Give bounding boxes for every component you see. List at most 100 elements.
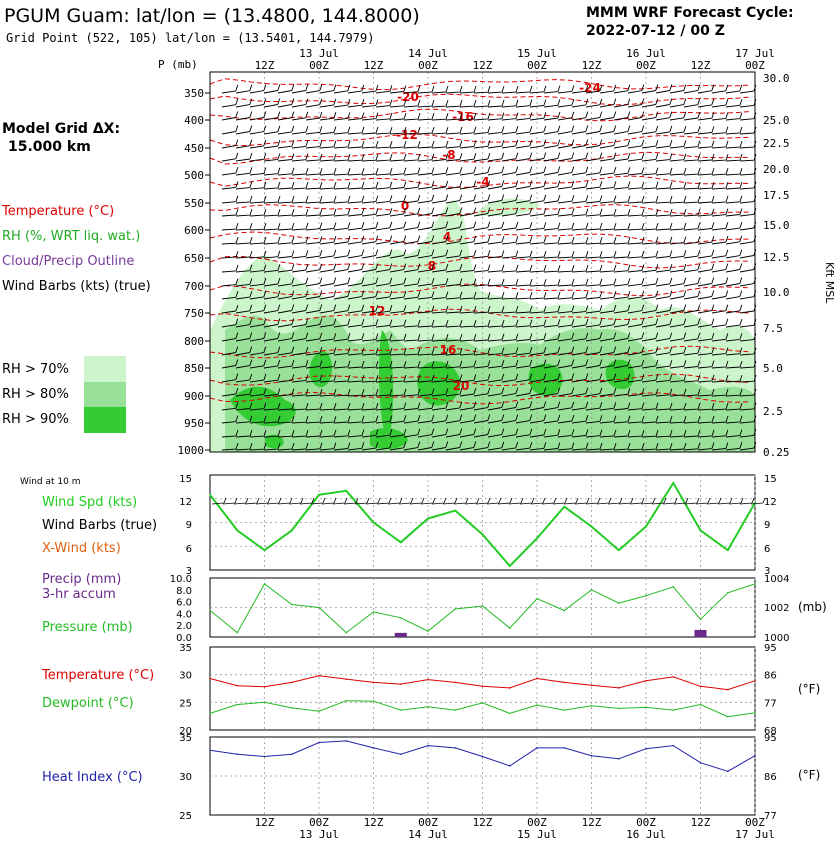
- wind-barb: [655, 359, 673, 369]
- wind-barb: [529, 373, 547, 383]
- wind-barb: [501, 414, 519, 424]
- wind-barb: [487, 112, 505, 121]
- pressure-line-point: [536, 597, 538, 600]
- wind-barb: [641, 332, 659, 342]
- wind-barb: [221, 415, 239, 424]
- wind-barb: [515, 250, 533, 259]
- wind-barb: [655, 167, 673, 176]
- wind-barb: [725, 263, 743, 273]
- wind-barb: [571, 236, 589, 245]
- wind-barb: [333, 235, 351, 245]
- wind-barb: [249, 223, 267, 231]
- wind-barb: [305, 98, 323, 108]
- wind-barb: [389, 319, 407, 328]
- wind-barb: [683, 222, 701, 231]
- wind-barb: [249, 290, 267, 300]
- wind-barb: [655, 332, 673, 342]
- wind-barb: [473, 140, 491, 149]
- wind-barb: [515, 347, 533, 356]
- right-tick-label: 1002: [764, 603, 789, 614]
- wind-barb: [403, 348, 421, 356]
- wind-barb: [403, 319, 421, 328]
- wind-barb: [305, 388, 323, 397]
- wind-barb: [375, 263, 393, 273]
- temperature-line-point: [508, 687, 511, 689]
- wind-barb: [361, 126, 379, 135]
- wind-barb: [515, 401, 533, 411]
- wind-barb: [221, 346, 239, 356]
- wind-barb: [291, 98, 309, 108]
- wind-barb: [291, 388, 309, 397]
- wind-barb: [221, 264, 239, 273]
- wind-barb: [319, 153, 337, 162]
- wind-barb: [529, 152, 547, 162]
- right-tick-label: 68: [764, 726, 777, 737]
- wind-barb: [249, 125, 267, 135]
- wind-barb: [557, 208, 575, 217]
- wind-speed-line-point: [617, 549, 620, 552]
- wind-barb: [683, 442, 701, 451]
- wind-barb: [711, 318, 729, 328]
- wind-barb: [571, 415, 589, 424]
- wind-barb: [235, 152, 253, 162]
- wind-barb: [669, 153, 687, 162]
- wind-barb: [235, 181, 253, 190]
- wind-barb: [445, 194, 463, 204]
- wind-barb: [641, 304, 659, 314]
- wind-speed-line-point: [236, 529, 239, 532]
- wind-barb: [599, 166, 617, 176]
- wind-barb: [473, 166, 491, 176]
- height-tick-label: 10.0: [763, 286, 790, 299]
- right-tick-label: 95: [764, 733, 777, 744]
- surface-wind-barb: [376, 497, 392, 505]
- wind-barb: [459, 441, 477, 451]
- dewpoint-line-point: [645, 706, 647, 709]
- height-tick-label: 7.5: [763, 322, 783, 335]
- wind-barb: [543, 250, 561, 259]
- wind-barb: [235, 208, 253, 217]
- wind-barb: [417, 221, 435, 231]
- dewpoint-line-point: [427, 705, 429, 708]
- wind-barb: [389, 235, 407, 245]
- wind-barb: [683, 126, 701, 135]
- wind-barb: [221, 152, 239, 162]
- wind-barb: [305, 429, 323, 438]
- wind-barb: [277, 140, 295, 149]
- wind-barb: [571, 346, 589, 356]
- wind-barb: [585, 250, 603, 259]
- pressure-tick-label: 800: [184, 335, 204, 348]
- precip-bar: [394, 632, 407, 637]
- heat-index-line-point: [754, 754, 756, 757]
- wind-barb: [417, 235, 435, 245]
- wind-barb: [697, 140, 715, 149]
- wind-barb: [669, 263, 687, 273]
- heat-index-line-point: [726, 770, 729, 773]
- surface-wind-barb: [497, 497, 513, 505]
- surface-wind-barb: [519, 497, 535, 505]
- wind-barb: [711, 153, 729, 162]
- rh-shading: [210, 198, 755, 452]
- wind-barb: [585, 415, 603, 424]
- wind-barb: [515, 278, 533, 287]
- top-date-label: 15 Jul: [517, 47, 557, 60]
- wind-barb: [725, 154, 743, 162]
- wind-barb: [585, 98, 603, 108]
- wind-speed-line-point: [563, 505, 566, 508]
- temperature-line-point: [563, 681, 566, 684]
- wind-barb: [263, 277, 281, 287]
- wind-barb: [501, 207, 519, 217]
- wind-barb: [683, 347, 701, 356]
- wind-barb: [361, 333, 379, 342]
- dewpoint-line-point: [290, 707, 293, 709]
- wind-barb: [501, 166, 519, 176]
- left-tick-label: 3: [186, 566, 192, 577]
- wind-barb: [347, 112, 365, 121]
- wind-barb: [347, 374, 365, 383]
- wind-barb: [403, 291, 421, 300]
- wind-barb: [683, 84, 701, 94]
- surface-wind-barb: [640, 497, 656, 505]
- bottom-hour-label: 12Z: [582, 816, 602, 829]
- wind-barb: [501, 264, 519, 273]
- wind-barb: [739, 249, 757, 259]
- wind-legend-barbs: Wind Barbs (true): [42, 518, 157, 533]
